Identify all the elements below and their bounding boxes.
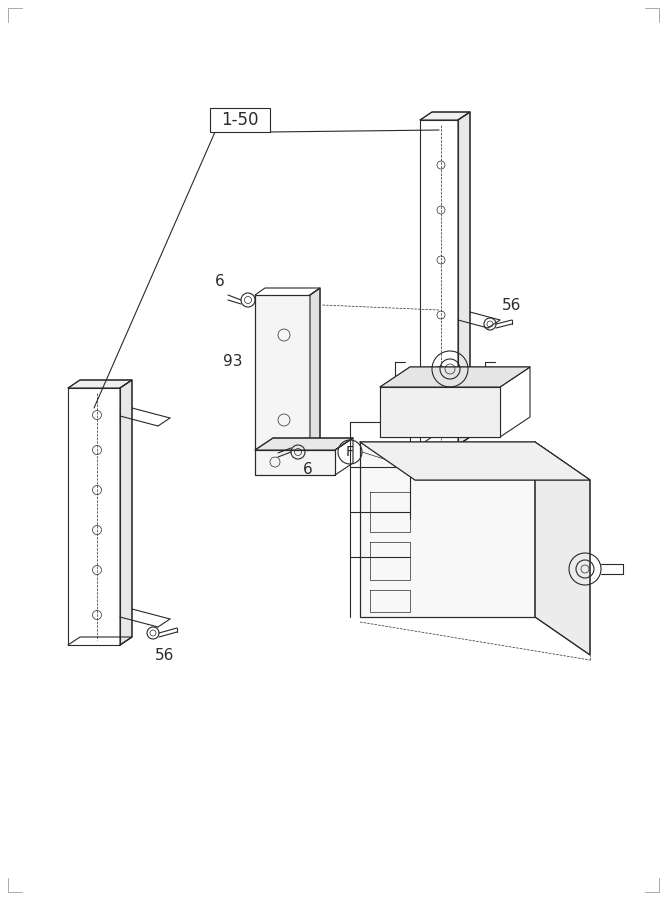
- Text: 56: 56: [155, 647, 175, 662]
- Text: 6: 6: [303, 463, 313, 478]
- Polygon shape: [255, 450, 335, 475]
- Polygon shape: [360, 442, 590, 480]
- Polygon shape: [255, 438, 353, 450]
- Polygon shape: [420, 112, 470, 120]
- Text: 93: 93: [223, 355, 243, 370]
- Polygon shape: [68, 380, 132, 388]
- Text: 1-50: 1-50: [221, 111, 259, 129]
- Text: 56: 56: [502, 299, 522, 313]
- Text: F: F: [346, 445, 354, 459]
- Bar: [210, 108, 270, 132]
- Polygon shape: [380, 367, 530, 387]
- Polygon shape: [380, 387, 500, 437]
- Polygon shape: [310, 288, 320, 450]
- Polygon shape: [535, 442, 590, 655]
- Polygon shape: [458, 112, 470, 445]
- Polygon shape: [120, 380, 132, 645]
- Polygon shape: [255, 295, 310, 450]
- Polygon shape: [360, 442, 535, 617]
- Text: 6: 6: [215, 274, 225, 290]
